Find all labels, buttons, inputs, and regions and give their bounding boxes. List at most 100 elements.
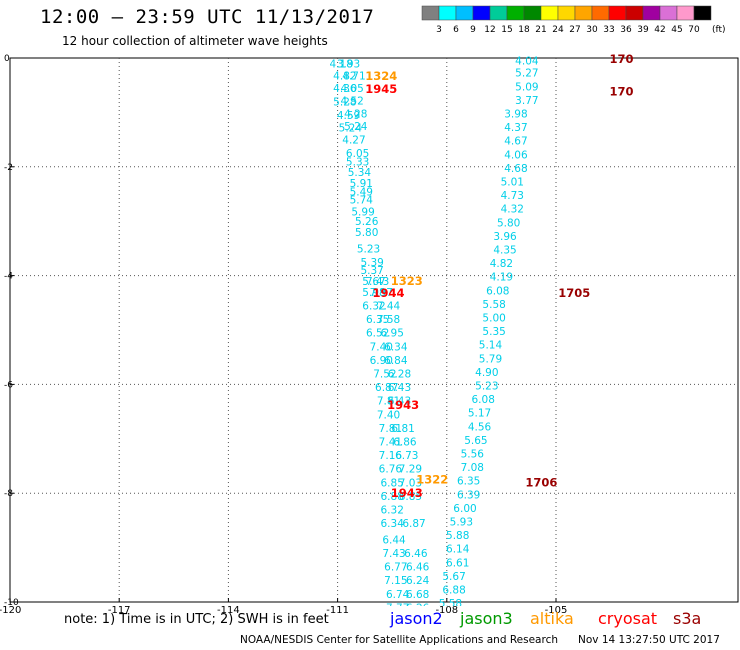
colorbar-tick-label: 6 (453, 25, 459, 35)
wave-height-point: 5.34 (348, 167, 372, 179)
x-tick-label: -108 (435, 605, 458, 616)
wave-height-point: 4.59 (337, 110, 360, 122)
wave-height-point: 5.39 (360, 257, 383, 269)
wave-height-point: 6.74 (386, 589, 410, 601)
colorbar-tick-label: 27 (569, 25, 580, 35)
wave-height-point: 4.05 (340, 83, 363, 95)
pass-time-label: 1945 (365, 82, 397, 96)
colorbar-tick-label: 30 (586, 25, 598, 35)
wave-height-point: 6.05 (346, 148, 369, 160)
wave-height-point: 6.35 (457, 476, 480, 488)
wave-height-point: 5.26 (355, 216, 379, 228)
wave-height-point: 4.18 (330, 58, 353, 70)
wave-height-point: 6.68 (406, 589, 429, 601)
wave-height-point: 5.74 (350, 194, 374, 206)
wave-height-point: 5.80 (497, 217, 520, 229)
wave-height-point: 4.37 (504, 122, 527, 134)
pass-time-label: 170 (610, 85, 634, 99)
colorbar-tick-label: 12 (484, 25, 495, 35)
wave-height-point: 7.77 (386, 602, 409, 614)
wave-height-point: 6.87 (375, 382, 398, 394)
pass-time-label: 1943 (387, 398, 419, 412)
colorbar-tick-label: 33 (603, 25, 614, 35)
wave-height-point: 3.96 (493, 231, 517, 243)
chart-subtitle: 12 hour collection of altimeter wave hei… (62, 34, 328, 48)
wave-height-point: 6.35 (366, 314, 389, 326)
wave-height-point: 6.46 (406, 562, 430, 574)
x-tick-label: -120 (0, 605, 21, 616)
wave-height-point: 5.93 (450, 516, 473, 528)
colorbar-swatch (693, 5, 712, 21)
satellite-jason3: jason3 (460, 609, 513, 628)
wave-height-point: 4.90 (475, 367, 498, 379)
colorbar-tick-label: 39 (637, 25, 649, 35)
wave-height-point: 7.16 (379, 450, 403, 462)
wave-height-point: 6.95 (381, 328, 404, 340)
wave-height-point: 6.44 (382, 534, 406, 546)
wave-height-point: 5.67 (442, 571, 465, 583)
chart-title: 12:00 — 23:59 UTC 11/13/2017 (40, 6, 375, 28)
wave-height-point: 7.40 (370, 341, 393, 353)
wave-height-point: 4.71 (342, 70, 365, 82)
wave-height-point: 3.77 (515, 95, 538, 107)
y-tick-label: -4 (4, 272, 13, 282)
colorbar-tick-label: 70 (688, 25, 700, 35)
wave-height-point: 6.85 (381, 477, 404, 489)
wave-height-point: 5.01 (501, 176, 524, 188)
wave-height-point: 4.67 (504, 136, 527, 148)
wave-height-point: 5.24 (344, 121, 368, 133)
wave-height-point: 6.61 (446, 557, 469, 569)
satellite-cryosat: cryosat (598, 609, 658, 628)
y-tick-label: -2 (4, 163, 13, 173)
wave-height-point: 4.73 (501, 190, 524, 202)
pass-time-label: 1324 (365, 69, 397, 83)
wave-height-point: 6.32 (381, 505, 404, 517)
wave-height-point: 6.08 (472, 394, 495, 406)
wave-height-point: 6.43 (388, 382, 411, 394)
x-tick-label: -117 (108, 605, 131, 616)
wave-height-point: 6.08 (486, 285, 509, 297)
wave-height-point: 4.82 (333, 70, 356, 82)
wave-height-point: 5.98 (362, 287, 385, 299)
wave-height-point: 6.85 (399, 491, 422, 503)
wave-height-point: 6.34 (381, 518, 405, 530)
colorbar-tick-label: 42 (654, 25, 665, 35)
wave-height-point: 7.52 (373, 369, 396, 381)
wave-height-point: 5.09 (515, 81, 538, 93)
wave-height-point: 6.26 (406, 602, 430, 614)
wave-height-point: 7.81 (377, 396, 400, 408)
y-tick-label: 0 (4, 54, 10, 64)
wave-height-point: 6.32 (362, 301, 385, 313)
wave-height-point: 6.77 (384, 562, 407, 574)
wave-height-point: 7.44 (377, 301, 401, 313)
wave-height-point: 4.04 (515, 56, 539, 68)
colorbar-unit: (ft) (712, 25, 726, 35)
wave-height-point: 6.90 (370, 355, 393, 367)
wave-height-point: 6.88 (381, 491, 404, 503)
wave-height-point: 4.82 (490, 258, 513, 270)
wave-height-point: 7.40 (377, 409, 400, 421)
pass-time-label: 1943 (391, 486, 423, 500)
wave-height-point: 6.28 (388, 369, 411, 381)
satellite-altika: altika (530, 609, 574, 628)
data-layer: 4.183.934.824.714.364.055.284.524.594.28… (330, 52, 634, 614)
pass-time-label: 170 (610, 52, 634, 66)
y-tick-label: -10 (4, 598, 19, 608)
wave-height-point: 5.00 (482, 312, 505, 324)
wave-height-point: 5.49 (350, 186, 373, 198)
wave-height-point: 7.29 (399, 464, 422, 476)
wave-height-point: 5.88 (446, 530, 469, 542)
colorbar-tick-label: 18 (518, 25, 530, 35)
x-tick-label: -114 (217, 605, 240, 616)
wave-height-point: 3.98 (504, 108, 527, 120)
colorbar-tick-label: 9 (470, 25, 476, 35)
y-tick-label: -8 (4, 489, 13, 499)
colorbar-tick-label: 45 (671, 25, 682, 35)
wave-height-point: 3.93 (337, 58, 360, 70)
wave-height-point: 5.67 (362, 276, 385, 288)
wave-height-point: 5.23 (475, 380, 498, 392)
colorbar-tick-label: 15 (501, 25, 512, 35)
wave-height-point: 6.86 (393, 437, 417, 449)
footer-note: note: 1) Time is in UTC; 2) SWH is in fe… (64, 612, 329, 627)
pass-time-label: 1322 (416, 473, 448, 487)
